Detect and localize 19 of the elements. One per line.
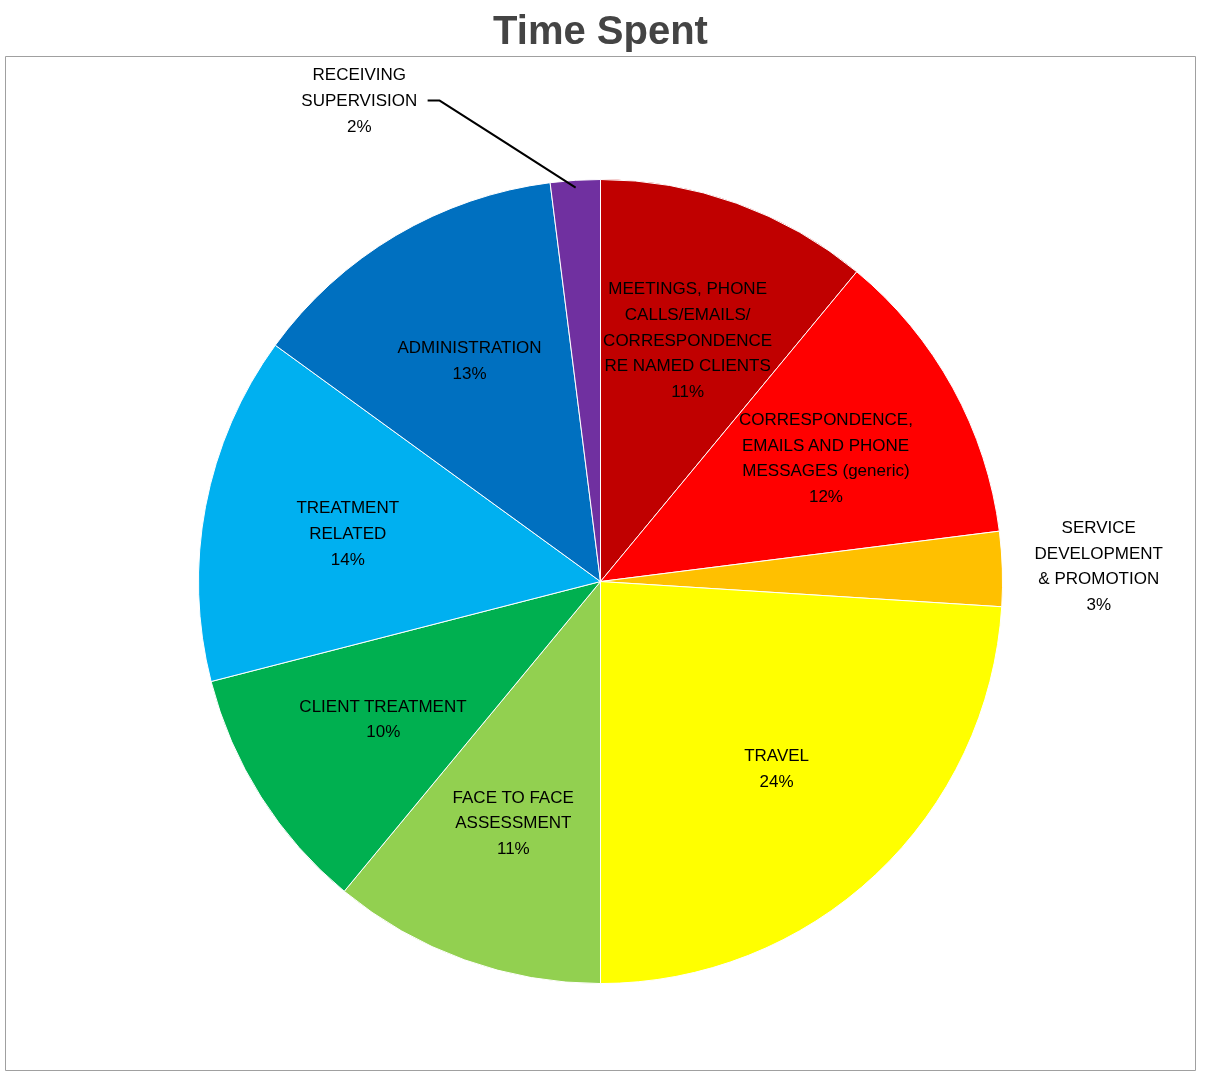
data-label: 12%: [808, 486, 843, 506]
slice-label: RECEIVING SUPERVISION: [301, 65, 418, 111]
data-label: 11%: [496, 839, 530, 859]
data-label: 24%: [759, 771, 794, 791]
slice-label: FACE TO FACE ASSESSMENT: [452, 787, 574, 833]
slice-label: MEETINGS, PHONE CALLS/EMAILS/ CORRESPONDENCE RE NAMED CLIENTS: [603, 279, 773, 376]
data-label: 2%: [347, 116, 372, 136]
data-label: 10%: [366, 722, 401, 742]
slice-label: TREATMENT RELATED: [296, 498, 400, 543]
data-label: 3%: [1086, 594, 1112, 614]
slice-label: SERVICE DEVELOPMENT & PROMOTION: [1034, 517, 1164, 589]
data-label: 13%: [452, 364, 487, 384]
data-label: 14%: [330, 549, 365, 569]
slice-label: TRAVEL: [744, 746, 810, 766]
data-label: 11%: [671, 381, 705, 401]
slice-label: CORRESPONDENCE, EMAILS AND PHONE MESSAGES (generic): [739, 409, 913, 481]
slice-label: CLIENT TREATMENT: [299, 696, 467, 716]
slice-label: ADMINISTRATION: [397, 338, 542, 358]
chart-title: Time Spent: [493, 7, 708, 52]
